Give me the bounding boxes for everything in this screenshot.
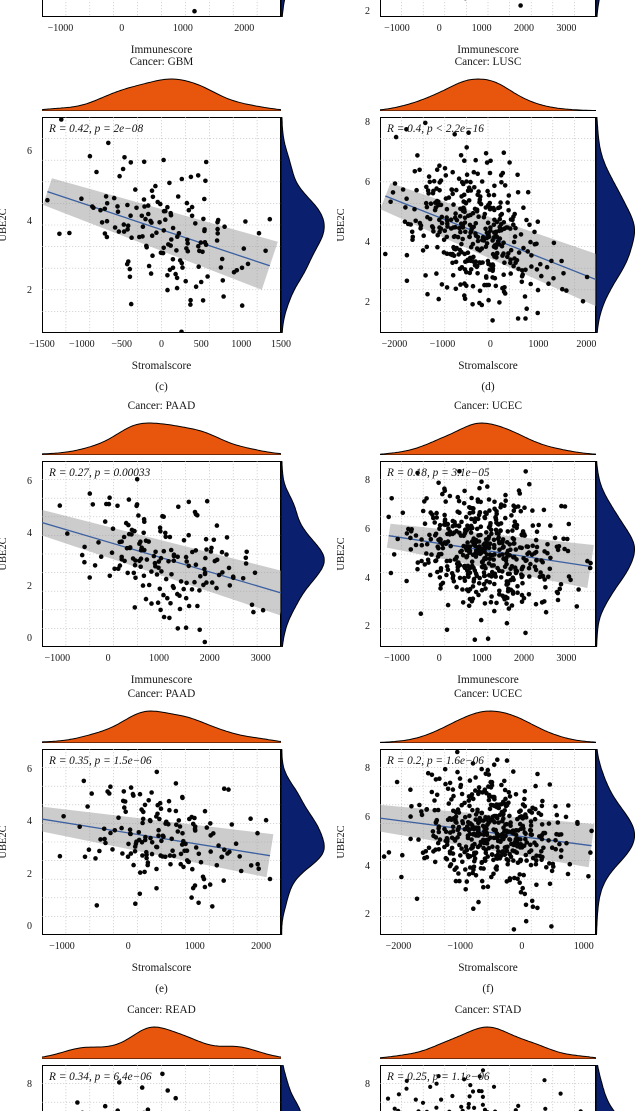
svg-text:UBE2C: UBE2C bbox=[336, 208, 347, 241]
svg-text:R = 0.2, p = 1.6e−06: R = 0.2, p = 1.6e−06 bbox=[386, 755, 484, 767]
svg-text:UBE2C: UBE2C bbox=[0, 825, 9, 858]
svg-text:UBE2C: UBE2C bbox=[336, 537, 347, 570]
svg-text:UBE2C: UBE2C bbox=[0, 537, 9, 570]
svg-text:R = 0.35, p = 1.5e−06: R = 0.35, p = 1.5e−06 bbox=[48, 755, 152, 767]
svg-text:UBE2C: UBE2C bbox=[0, 208, 9, 241]
svg-text:R = 0.4, p < 2.2e−16: R = 0.4, p < 2.2e−16 bbox=[386, 123, 484, 135]
svg-text:R = 0.27, p = 0.00033: R = 0.27, p = 0.00033 bbox=[48, 467, 151, 479]
svg-text:UBE2C: UBE2C bbox=[336, 825, 347, 858]
svg-text:R = 0.18, p = 3.1e−05: R = 0.18, p = 3.1e−05 bbox=[386, 467, 490, 479]
svg-text:R = 0.25, p = 1.1e−06: R = 0.25, p = 1.1e−06 bbox=[386, 1071, 490, 1083]
svg-text:R = 0.34, p = 6.4e−06: R = 0.34, p = 6.4e−06 bbox=[48, 1071, 152, 1083]
svg-text:R = 0.42, p = 2e−08: R = 0.42, p = 2e−08 bbox=[48, 123, 143, 135]
